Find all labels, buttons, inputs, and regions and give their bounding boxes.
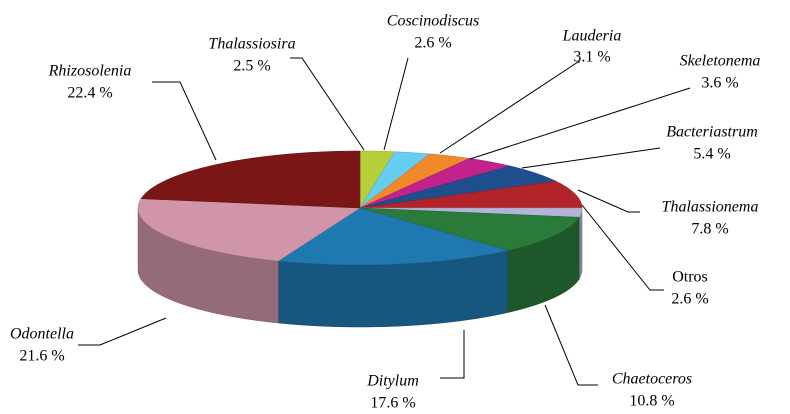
- slice-name: Ditylum: [366, 373, 419, 390]
- leader-line: [440, 330, 465, 379]
- leader-line: [439, 61, 580, 154]
- leader-line: [290, 57, 365, 151]
- leader-line: [152, 81, 217, 161]
- pie-slice: [359, 165, 557, 209]
- pie-slice: [359, 153, 471, 209]
- leader-line: [577, 189, 640, 213]
- leader-line: [383, 57, 409, 151]
- slice-value: 21.6 %: [19, 348, 64, 365]
- slice-value: 3.6 %: [701, 75, 738, 92]
- pie-slice: [277, 207, 508, 266]
- slice-value: 2.6 %: [671, 291, 708, 308]
- slice-value: 22.4 %: [67, 85, 112, 102]
- slice-name: Otros: [672, 269, 708, 286]
- slice-value: 7.8 %: [691, 221, 728, 238]
- slice-value: 2.5 %: [233, 58, 270, 75]
- pie-slice: [359, 158, 510, 209]
- pie-slice: [359, 180, 583, 209]
- slice-name: Skeletonema: [680, 53, 761, 70]
- pie-slice: [137, 198, 361, 262]
- leader-line: [469, 87, 691, 160]
- leader-line: [521, 147, 661, 169]
- slice-value: 2.6 %: [414, 35, 451, 52]
- leader-line: [78, 317, 167, 346]
- slice-value: 5.4 %: [693, 146, 730, 163]
- slice-value: 3.1 %: [573, 49, 610, 66]
- slice-value: 17.6 %: [370, 395, 415, 412]
- slice-name: Thalassiosira: [208, 36, 295, 53]
- slice-value: 10.8 %: [629, 393, 674, 410]
- slice-name: Bacteriastrum: [666, 124, 758, 141]
- leader-line: [544, 304, 598, 386]
- slice-name: Thalassionema: [662, 199, 759, 216]
- leader-line: [581, 204, 664, 291]
- slice-name: Coscinodiscus: [387, 13, 479, 30]
- slice-name: Lauderia: [562, 28, 622, 45]
- pie-side: [578, 207, 583, 281]
- pie-slice: [359, 207, 580, 251]
- slice-name: Chaetoceros: [612, 371, 692, 388]
- pie-slice: [359, 151, 431, 209]
- slice-name: Rhizosolenia: [48, 63, 132, 80]
- slice-name: Odontella: [10, 326, 74, 343]
- pie-slice: [140, 150, 361, 209]
